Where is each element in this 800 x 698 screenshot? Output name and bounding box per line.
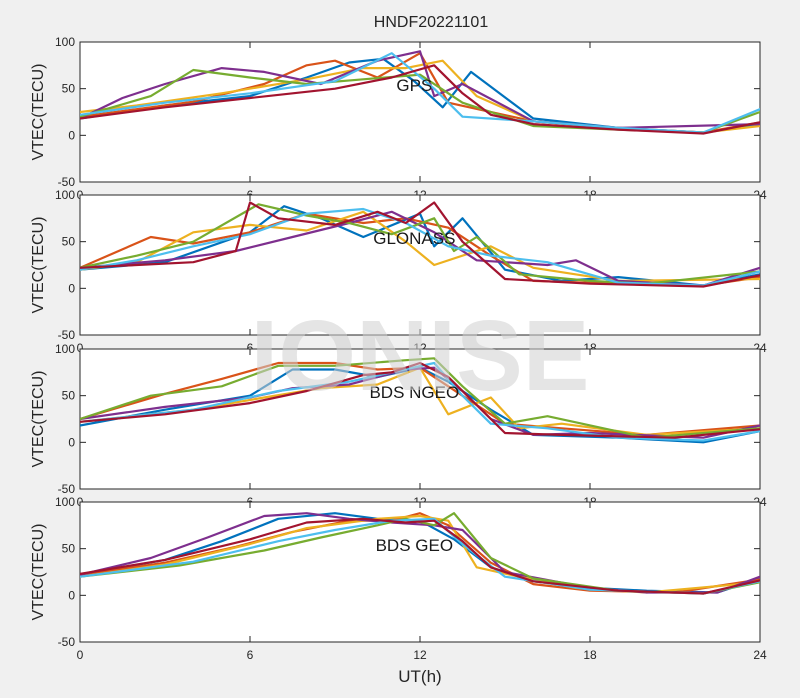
y-tick-label: 0 [68,128,75,142]
y-tick-label: -50 [58,635,76,649]
panel-label: GPS [396,76,432,95]
x-axis-label: UT(h) [398,667,441,686]
y-tick-label: -50 [58,482,76,496]
series-line-7 [80,64,760,135]
axes-box [79,348,761,490]
y-tick-label: 100 [55,342,75,356]
panel-label: BDS GEO [376,536,453,555]
y-tick-label: 100 [55,188,75,202]
panels-group: 06121824-50050100VTEC(TECU)GPS06121824-5… [30,35,767,662]
y-axis-label: VTEC(TECU) [30,217,47,314]
y-tick-label: -50 [58,175,76,189]
y-tick-label: 50 [62,82,76,96]
panel-label: GLONASS [373,229,455,248]
x-tick-label: 6 [247,648,254,662]
series-line-7 [80,361,760,439]
x-tick-label: 0 [77,341,84,355]
y-axis-label: VTEC(TECU) [30,371,47,468]
series-group [80,357,760,444]
y-axis-label: VTEC(TECU) [30,64,47,161]
x-tick-label: 6 [247,341,254,355]
axes-box [79,41,761,183]
y-tick-label: 0 [68,281,75,295]
x-tick-label: 0 [77,648,84,662]
series-line-5 [80,357,760,439]
series-group [80,201,760,288]
y-axis-label: VTEC(TECU) [30,524,47,621]
series-line-3 [80,366,760,436]
x-tick-label: 12 [413,648,427,662]
panel-label: BDS NGEO [369,383,459,402]
series-line-6 [80,52,760,134]
series-line-7 [80,517,760,595]
y-tick-label: 50 [62,542,76,556]
y-tick-label: -50 [58,328,76,342]
x-tick-label: 18 [583,648,597,662]
y-tick-label: 100 [55,35,75,49]
axes-box [79,194,761,336]
series-line-2 [80,361,760,436]
x-tick-label: 24 [753,648,767,662]
series-line-7 [80,201,760,288]
y-tick-label: 0 [68,588,75,602]
series-line-6 [80,361,760,442]
series-group [80,512,760,595]
figure-title: HNDF20221101 [374,14,489,31]
y-tick-label: 100 [55,495,75,509]
y-tick-label: 50 [62,389,76,403]
series-line-3 [80,210,760,282]
watermark: IONISE [251,300,590,412]
y-tick-label: 0 [68,435,75,449]
series-group [80,50,760,135]
y-tick-label: 50 [62,235,76,249]
